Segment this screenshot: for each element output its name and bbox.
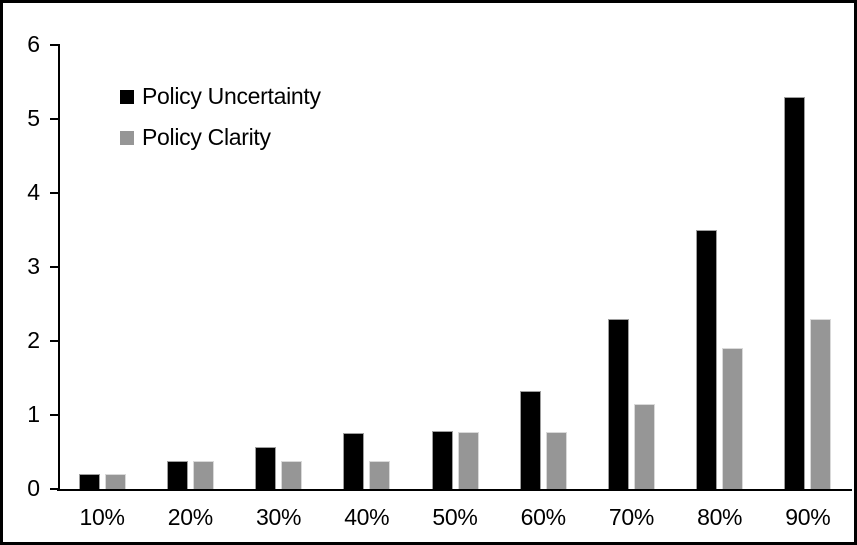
bar-policy-clarity bbox=[634, 404, 655, 489]
x-tick-label: 50% bbox=[432, 504, 478, 530]
x-tick-label: 90% bbox=[785, 504, 831, 530]
bar-policy-clarity bbox=[810, 319, 831, 489]
y-tick bbox=[50, 266, 58, 268]
bar-policy-clarity bbox=[193, 461, 214, 489]
bar-policy-clarity bbox=[458, 432, 479, 489]
y-axis-line bbox=[58, 44, 60, 491]
y-tick-label: 5 bbox=[27, 105, 40, 132]
x-tick-label: 10% bbox=[79, 504, 125, 530]
x-axis-line bbox=[57, 489, 852, 491]
bar-policy-clarity bbox=[546, 432, 567, 489]
bar-policy-uncertainty bbox=[520, 391, 541, 489]
bar-policy-uncertainty bbox=[696, 230, 717, 489]
legend-label-policy-clarity: Policy Clarity bbox=[142, 124, 271, 150]
y-tick-label: 4 bbox=[27, 179, 40, 206]
legend-swatch-policy-uncertainty-icon bbox=[120, 89, 134, 104]
legend: Policy Uncertainty Policy Clarity bbox=[120, 83, 321, 165]
x-tick-label: 20% bbox=[167, 504, 213, 530]
bar-policy-uncertainty bbox=[608, 319, 629, 489]
bar-policy-clarity bbox=[281, 461, 302, 489]
y-tick-label: 0 bbox=[27, 475, 40, 502]
bar-policy-uncertainty bbox=[255, 447, 276, 489]
x-tick-label: 30% bbox=[255, 504, 302, 530]
y-tick bbox=[50, 118, 58, 120]
bar-policy-uncertainty bbox=[432, 431, 453, 489]
bar-policy-uncertainty bbox=[79, 474, 100, 489]
y-tick-label: 3 bbox=[27, 253, 40, 280]
x-tick-label: 40% bbox=[344, 504, 390, 530]
bar-policy-clarity bbox=[369, 461, 390, 489]
legend-label-policy-uncertainty: Policy Uncertainty bbox=[142, 83, 321, 109]
legend-item-policy-uncertainty: Policy Uncertainty bbox=[120, 83, 321, 110]
legend-item-policy-clarity: Policy Clarity bbox=[120, 124, 321, 151]
bar-policy-uncertainty bbox=[343, 433, 364, 489]
y-tick bbox=[50, 192, 58, 194]
y-tick bbox=[50, 44, 58, 46]
legend-swatch-policy-clarity-icon bbox=[120, 130, 134, 145]
bar-policy-clarity bbox=[722, 348, 743, 489]
x-tick-label: 80% bbox=[697, 504, 743, 530]
y-tick-label: 1 bbox=[27, 401, 40, 428]
bar-policy-uncertainty bbox=[167, 461, 188, 489]
y-tick-label: 2 bbox=[27, 327, 40, 354]
y-tick bbox=[50, 488, 58, 490]
y-tick bbox=[50, 414, 58, 416]
y-tick bbox=[50, 340, 58, 342]
x-tick-label: 60% bbox=[520, 504, 566, 530]
bar-policy-uncertainty bbox=[784, 97, 805, 489]
bar-policy-clarity bbox=[105, 474, 126, 489]
x-tick-label: 70% bbox=[608, 504, 654, 530]
y-tick-label: 6 bbox=[27, 31, 40, 58]
